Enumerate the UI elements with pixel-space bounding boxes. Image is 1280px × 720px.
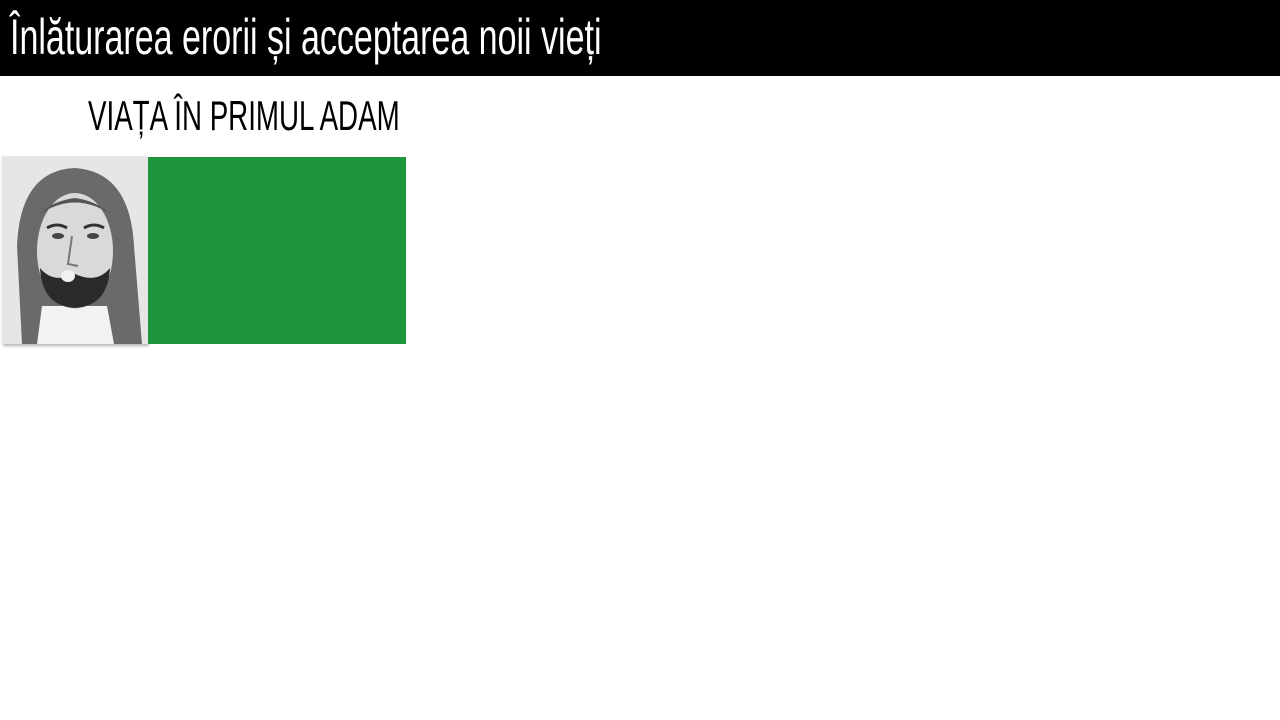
portrait-image xyxy=(2,156,148,344)
slide-subtitle: VIAȚA ÎN PRIMUL ADAM xyxy=(88,92,400,139)
portrait-icon xyxy=(2,156,148,344)
slide-title: Înlăturarea erorii și acceptarea noii vi… xyxy=(10,9,602,65)
title-bar: Înlăturarea erorii și acceptarea noii vi… xyxy=(0,0,1280,76)
green-box xyxy=(148,157,406,344)
